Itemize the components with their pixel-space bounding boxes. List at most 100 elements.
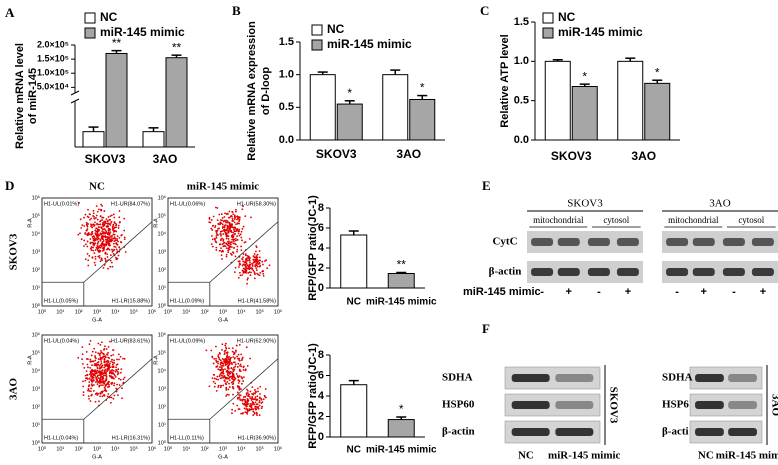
y-tick-label: 2 <box>318 262 324 274</box>
flow-dot <box>213 385 216 388</box>
flow-dot <box>111 265 114 268</box>
flow-dot <box>103 381 106 383</box>
flow-dot <box>246 392 249 394</box>
flow-dot <box>109 215 112 218</box>
x-tick-label: 10⁴ <box>111 308 120 315</box>
flow-dot <box>118 216 121 219</box>
flow-dot <box>218 358 221 361</box>
y-tick-label: 10⁰ <box>32 439 41 446</box>
blot-group: SKOV3 <box>567 198 603 210</box>
flow-dot <box>258 250 261 252</box>
flow-dot <box>107 239 109 242</box>
flow-dot <box>217 386 220 388</box>
flow-dot <box>110 396 113 399</box>
flow-dot <box>86 240 89 243</box>
flow-dot <box>233 238 236 241</box>
flow-dots <box>208 205 271 285</box>
quadrant-label: H1-LR(41.58%) <box>238 298 276 304</box>
flow-dot <box>216 207 219 209</box>
flow-dots <box>77 202 127 270</box>
flow-dot <box>238 375 241 377</box>
flow-dot <box>230 214 233 217</box>
flow-dot <box>242 256 244 259</box>
flow-dot <box>221 364 224 367</box>
flow-dot <box>89 242 92 245</box>
x-tick-label: 10² <box>75 309 83 315</box>
flow-dot <box>242 396 245 398</box>
flow-dot <box>101 369 104 372</box>
flow-dot <box>115 224 117 227</box>
flow-dot <box>97 230 100 233</box>
flow-dot <box>228 358 231 361</box>
flow-dot <box>111 361 114 364</box>
flow-dot <box>98 251 100 253</box>
flow-dot <box>235 230 238 232</box>
flow-dot <box>112 223 115 226</box>
flow-dot <box>97 352 100 355</box>
flow-dot <box>248 405 251 408</box>
flow-dot <box>232 402 235 405</box>
flow-dot <box>92 249 95 252</box>
flow-dot <box>230 254 233 256</box>
legend-swatch <box>84 27 96 39</box>
flow-dot <box>99 226 101 229</box>
flow-dot <box>258 414 261 417</box>
flow-dots <box>205 342 267 417</box>
flow-dot <box>226 220 229 223</box>
flow-dot <box>86 378 89 380</box>
flow-dot <box>85 229 88 232</box>
flow-dot <box>83 245 85 247</box>
flow-dot <box>229 370 232 373</box>
flow-dot <box>108 372 111 375</box>
row-label: β-actin <box>489 266 522 278</box>
flow-dot <box>253 260 256 263</box>
treatment-sign: - <box>540 286 544 298</box>
flow-dot <box>94 393 97 395</box>
flow-dot <box>229 360 232 363</box>
flow-dot <box>101 390 104 393</box>
flow-dot <box>94 238 96 240</box>
flow-dot <box>231 238 233 241</box>
column-title: NC <box>89 181 105 193</box>
flow-dot <box>219 369 222 372</box>
y-tick-label: 10⁵ <box>32 349 40 356</box>
flow-dot <box>101 232 104 235</box>
y-axis-title: RFP/GFP ratio(JC-1) <box>307 343 319 449</box>
flow-dot <box>224 212 226 215</box>
flow-dot <box>251 263 254 266</box>
flow-dot <box>221 374 223 377</box>
flow-dot <box>250 271 252 274</box>
flow-dot <box>81 346 84 349</box>
treatment-label: miR-145 mimic <box>463 286 541 298</box>
flow-dot <box>222 370 225 373</box>
flow-dot <box>219 221 222 224</box>
bar <box>309 74 336 141</box>
significance: * <box>399 402 404 416</box>
flow-dot <box>101 341 103 344</box>
y-tick-label: 0.5 <box>514 95 529 107</box>
flow-dot <box>99 233 102 235</box>
cell-label: 3AO <box>769 394 778 416</box>
flow-dot <box>112 213 115 216</box>
flow-dot <box>102 355 105 358</box>
flow-dot <box>104 384 107 387</box>
blot-band <box>728 401 757 409</box>
flow-dot <box>240 249 243 252</box>
flow-dot <box>87 395 90 397</box>
flow-dot <box>210 349 213 352</box>
flow-dot <box>101 352 104 355</box>
treatment-sign: - <box>675 286 679 298</box>
flow-dot <box>99 376 102 379</box>
flow-dot <box>102 374 105 377</box>
flow-dot <box>257 408 260 410</box>
flow-dot <box>228 362 231 364</box>
y-axis-title: of D-loop <box>260 67 272 116</box>
flow-dot <box>262 398 265 401</box>
flow-dot <box>106 238 109 240</box>
y-tick-label: 0 <box>318 282 324 294</box>
flow-dot <box>92 212 95 215</box>
flow-dot <box>90 217 93 220</box>
flow-dot <box>220 254 223 257</box>
flow-dot <box>103 382 106 385</box>
flow-dot <box>94 351 97 354</box>
